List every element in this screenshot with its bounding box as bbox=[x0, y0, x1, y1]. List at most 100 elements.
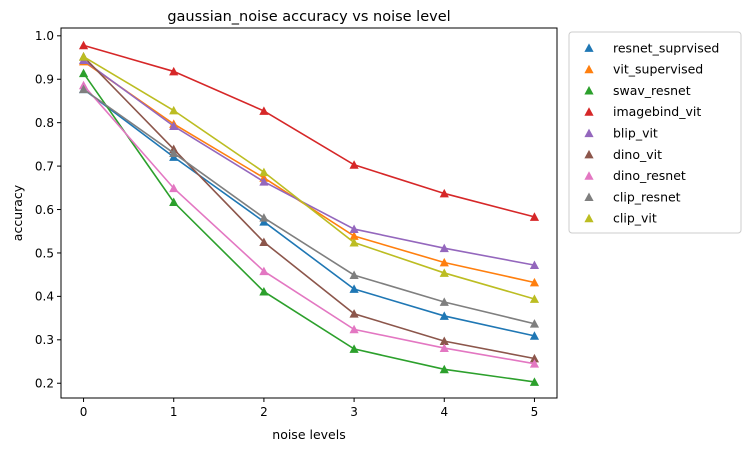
data-point-clip_vit-5 bbox=[529, 294, 540, 303]
y-axis: 0.2 0.3 0.4 0.5 0.6 0.7 0.8 0.9 1.0 bbox=[35, 29, 61, 391]
series-line-resnet_suprvised bbox=[83, 88, 535, 337]
series-line-dino_vit bbox=[82, 56, 535, 360]
data-point-vit_supervised-3 bbox=[349, 231, 359, 240]
series-line-blip_vit bbox=[83, 59, 535, 266]
data-point-dino_vit-2 bbox=[259, 237, 269, 247]
series-clip_resnet bbox=[78, 84, 540, 328]
legend-label-vit_supervised: vit_supervised bbox=[613, 62, 703, 77]
series-dino_resnet bbox=[78, 80, 540, 368]
legend-marker-imagebind_vit bbox=[584, 107, 594, 116]
legend: resnet_suprvised vit_supervised swav_resne… bbox=[568, 31, 742, 234]
y-tick-label: 0.4 bbox=[35, 290, 54, 304]
series-line-imagebind_vit bbox=[83, 44, 535, 218]
data-point-swav_resnet-4 bbox=[439, 364, 449, 374]
data-point-swav_resnet-5 bbox=[529, 377, 540, 386]
data-point-resnet_suprvised-4 bbox=[439, 311, 449, 320]
x-tick-label: 1 bbox=[170, 405, 178, 419]
data-point-blip_vit-2 bbox=[259, 177, 269, 186]
data-point-blip_vit-3 bbox=[349, 224, 359, 233]
data-point-dino_resnet-1 bbox=[169, 183, 179, 193]
y-tick-label: 0.3 bbox=[35, 333, 54, 347]
legend-label-clip_resnet: clip_resnet bbox=[613, 189, 681, 204]
series-swav_resnet bbox=[78, 68, 540, 386]
data-point-blip_vit-1 bbox=[169, 121, 179, 131]
legend-label-clip_vit: clip_vit bbox=[613, 211, 657, 226]
data-point-clip_resnet-1 bbox=[169, 148, 179, 157]
data-point-imagebind_vit-5 bbox=[529, 212, 540, 221]
y-tick-label: 0.5 bbox=[35, 246, 54, 260]
data-point-clip_vit-2 bbox=[259, 167, 269, 177]
data-point-swav_resnet-0 bbox=[78, 68, 89, 78]
data-point-vit_supervised-5 bbox=[529, 277, 540, 287]
x-axis: 0 1 2 3 4 5 bbox=[80, 398, 539, 419]
y-tick-label: 0.2 bbox=[35, 377, 54, 391]
y-tick-label: 0.9 bbox=[35, 73, 54, 87]
legend-frame bbox=[568, 31, 742, 234]
data-point-imagebind_vit-0 bbox=[78, 40, 89, 50]
series-line-swav_resnet bbox=[82, 72, 535, 383]
data-point-blip_vit-4 bbox=[439, 243, 449, 253]
legend-label-imagebind_vit: imagebind_vit bbox=[613, 104, 701, 119]
data-point-clip_vit-1 bbox=[169, 105, 179, 115]
data-point-clip_vit-4 bbox=[439, 268, 449, 277]
data-point-dino_vit-4 bbox=[439, 336, 449, 346]
data-point-resnet_suprvised-5 bbox=[529, 331, 540, 340]
data-point-clip_vit-0 bbox=[78, 52, 89, 61]
x-axis-label: noise levels bbox=[272, 427, 345, 442]
y-tick-label: 0.6 bbox=[35, 203, 54, 217]
data-point-swav_resnet-3 bbox=[349, 344, 359, 353]
data-point-dino_resnet-2 bbox=[259, 266, 269, 276]
data-point-dino_resnet-4 bbox=[439, 343, 449, 352]
x-tick-label: 3 bbox=[350, 405, 358, 419]
legend-marker-blip_vit bbox=[584, 128, 594, 138]
y-tick-label: 1.0 bbox=[35, 29, 54, 43]
series-imagebind_vit bbox=[78, 40, 540, 221]
data-point-swav_resnet-2 bbox=[259, 287, 269, 296]
data-point-blip_vit-5 bbox=[529, 260, 540, 270]
data-point-dino_vit-5 bbox=[529, 353, 540, 363]
legend-marker-clip_vit bbox=[584, 213, 594, 223]
legend-marker-swav_resnet bbox=[584, 86, 594, 95]
data-point-clip_vit-3 bbox=[349, 237, 359, 247]
y-tick-label: 0.7 bbox=[35, 159, 54, 173]
y-axis-label: accuracy bbox=[10, 184, 25, 241]
legend-marker-clip_resnet bbox=[584, 192, 594, 202]
data-point-dino_resnet-3 bbox=[349, 324, 359, 334]
legend-label-dino_resnet: dino_resnet bbox=[613, 168, 686, 183]
data-point-imagebind_vit-2 bbox=[259, 106, 269, 115]
legend-marker-resnet_suprvised bbox=[584, 43, 594, 52]
data-point-swav_resnet-1 bbox=[169, 197, 179, 207]
legend-label-blip_vit: blip_vit bbox=[613, 126, 658, 141]
data-point-dino_vit-3 bbox=[349, 309, 359, 318]
data-point-resnet_suprvised-3 bbox=[349, 284, 359, 293]
series-clip_vit bbox=[78, 52, 540, 303]
x-tick-label: 2 bbox=[260, 405, 268, 419]
data-point-imagebind_vit-3 bbox=[349, 160, 359, 169]
axes-frame bbox=[60, 27, 558, 399]
data-point-clip_resnet-0 bbox=[78, 84, 89, 94]
legend-marker-dino_vit bbox=[584, 149, 594, 159]
series-line-clip_resnet bbox=[83, 88, 535, 325]
data-point-dino_resnet-5 bbox=[529, 359, 540, 368]
legend-marker-dino_resnet bbox=[584, 171, 594, 180]
x-tick-label: 0 bbox=[80, 405, 88, 419]
plot-area bbox=[78, 40, 540, 386]
legend-label-dino_vit: dino_vit bbox=[613, 147, 662, 162]
series-line-clip_vit bbox=[83, 55, 535, 300]
legend-label-resnet_suprvised: resnet_suprvised bbox=[613, 40, 719, 55]
series-line-dino_resnet bbox=[82, 84, 535, 365]
chart-title: gaussian_noise accuracy vs noise level bbox=[167, 9, 450, 25]
legend-label-swav_resnet: swav_resnet bbox=[613, 83, 691, 98]
x-tick-label: 4 bbox=[440, 405, 448, 419]
data-point-imagebind_vit-4 bbox=[439, 188, 449, 198]
legend-marker-vit_supervised bbox=[584, 64, 594, 74]
x-tick-label: 5 bbox=[531, 405, 539, 419]
data-point-clip_resnet-2 bbox=[259, 213, 269, 222]
y-tick-label: 0.8 bbox=[35, 116, 54, 130]
data-point-clip_resnet-4 bbox=[439, 297, 449, 306]
data-point-imagebind_vit-1 bbox=[169, 66, 179, 76]
data-point-clip_resnet-5 bbox=[529, 319, 540, 328]
data-point-clip_resnet-3 bbox=[349, 270, 359, 280]
data-point-vit_supervised-4 bbox=[439, 257, 449, 267]
